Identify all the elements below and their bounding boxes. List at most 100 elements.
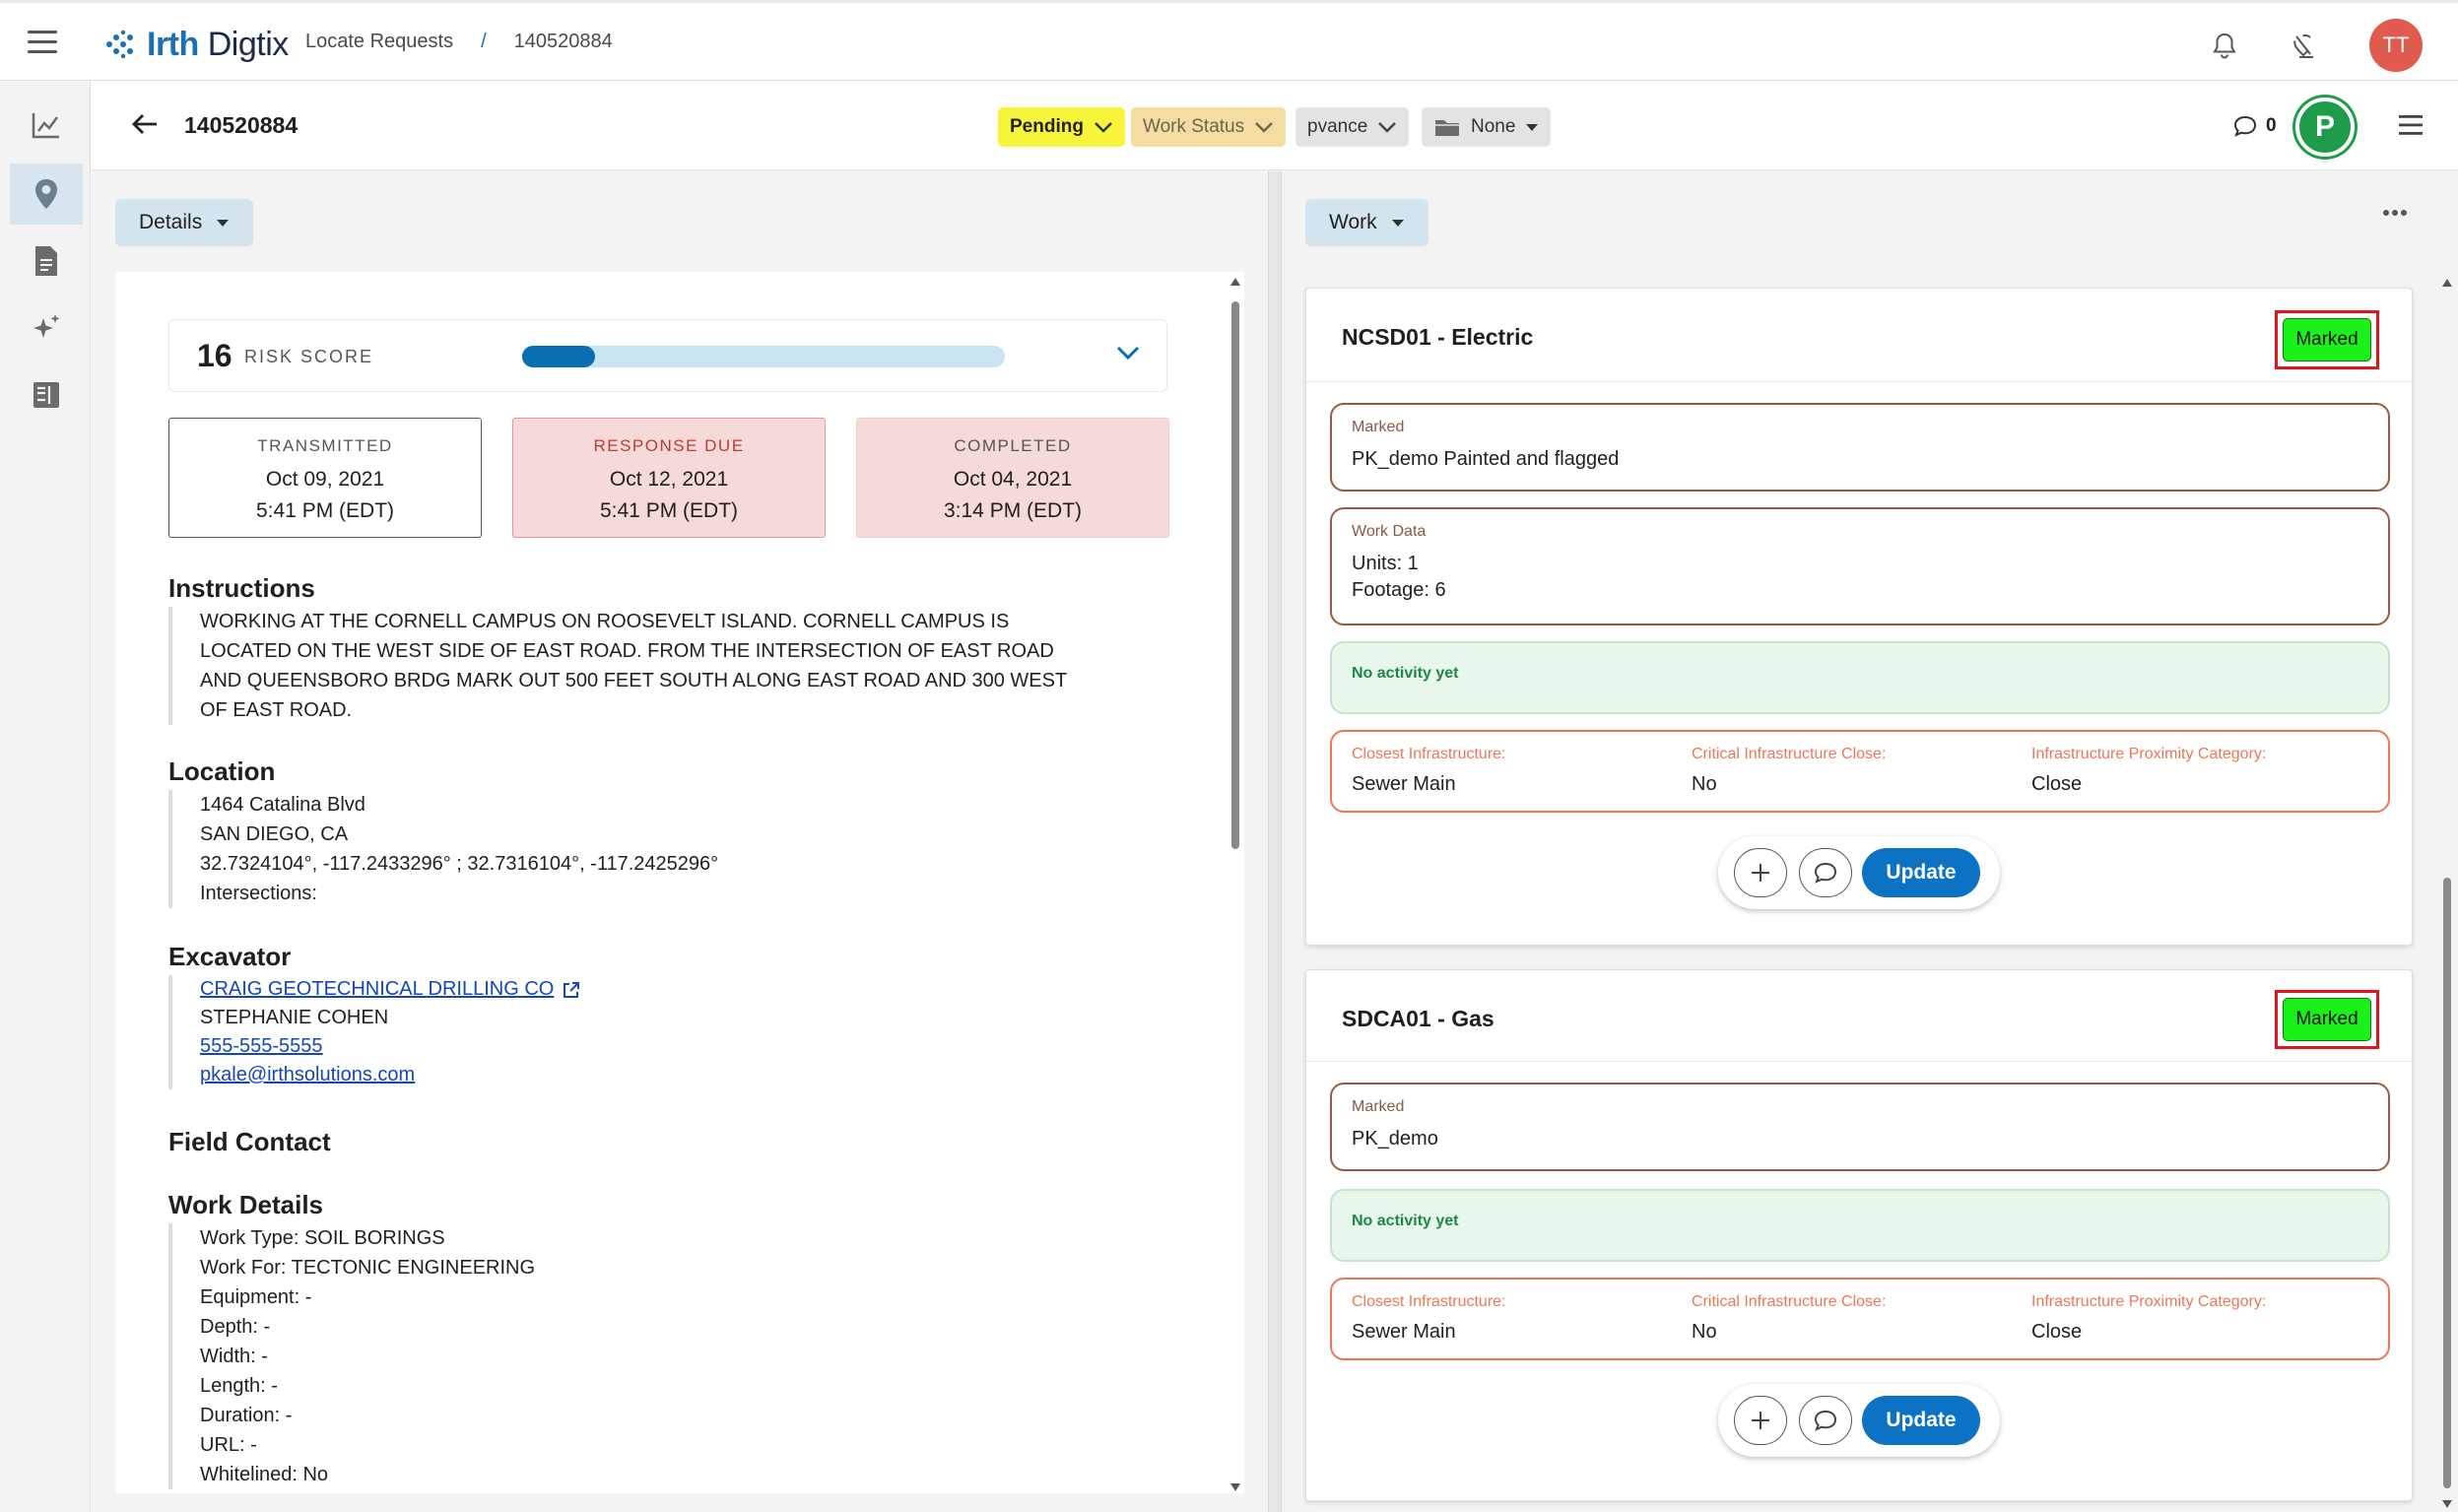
assignee-dropdown[interactable]: pvance	[1295, 107, 1410, 147]
work-dropdown[interactable]: Work	[1305, 199, 1428, 246]
work-detail-line: Duration: -	[200, 1405, 293, 1426]
time-value: 5:41 PM (EDT)	[599, 499, 739, 522]
back-arrow-icon[interactable]	[131, 111, 159, 137]
breadcrumb: Locate Requests / 140520884	[305, 31, 613, 53]
menu-icon[interactable]	[2399, 113, 2425, 137]
excavator-contact-name: STEPHANIE COHEN	[200, 1007, 389, 1028]
work-status-label: Work Status	[1143, 116, 1245, 137]
ticket-header: 140520884 Pending Work Status pvance Non…	[92, 82, 2458, 170]
location-off-icon[interactable]	[2289, 31, 2318, 60]
update-button[interactable]: Update	[1862, 1396, 1980, 1445]
avatar[interactable]: TT	[2369, 19, 2423, 72]
logo-mark-icon	[103, 30, 137, 59]
marked-status-button[interactable]: Marked	[2283, 318, 2371, 362]
sparkle-icon	[31, 312, 62, 344]
folder-label: None	[1471, 116, 1516, 137]
comment-button[interactable]	[1799, 848, 1852, 897]
time-value: 3:14 PM (EDT)	[943, 499, 1083, 522]
work-details-heading: Work Details	[168, 1190, 324, 1219]
comment-button[interactable]	[1799, 1396, 1852, 1445]
priority-badge[interactable]: P	[2295, 98, 2355, 157]
brand-logo[interactable]: Irth Digtix	[103, 25, 289, 64]
comments-button[interactable]: 0	[2232, 114, 2277, 138]
top-bar: Irth Digtix Locate Requests / 140520884 …	[0, 0, 2458, 81]
instruction-line: OF EAST ROAD.	[200, 699, 353, 721]
card-actions: Update	[1718, 1384, 2000, 1457]
chart-icon	[32, 111, 61, 139]
instructions-heading: Instructions	[168, 573, 315, 603]
location-heading: Location	[168, 756, 276, 786]
add-button[interactable]	[1734, 848, 1787, 897]
documents-nav[interactable]	[10, 230, 83, 292]
excavator-phone-link[interactable]: 555-555-5555	[200, 1035, 323, 1057]
infra-value: Sewer Main	[1352, 773, 1456, 795]
map-pin-icon	[32, 177, 61, 211]
infra-value: Sewer Main	[1352, 1321, 1456, 1343]
comment-icon	[2232, 114, 2258, 138]
work-status-dropdown[interactable]: Work Status	[1131, 107, 1287, 147]
more-options-icon[interactable]	[2383, 209, 2407, 217]
work-detail-line: Equipment: -	[200, 1286, 312, 1308]
infra-label: Closest Infrastructure:	[1352, 1293, 1506, 1310]
assignee-label: pvance	[1307, 116, 1368, 137]
external-link-icon[interactable]	[562, 980, 581, 1000]
plus-icon	[1750, 862, 1771, 884]
status-dropdown[interactable]: Pending	[998, 107, 1125, 147]
add-button[interactable]	[1734, 1396, 1787, 1445]
date-label: COMPLETED	[954, 436, 1072, 455]
work-dropdown-label: Work	[1329, 211, 1377, 233]
infra-value: Close	[2031, 1321, 2083, 1343]
date-label: TRANSMITTED	[257, 436, 393, 455]
analytics-nav[interactable]	[10, 95, 83, 156]
excavator-company-link[interactable]: CRAIG GEOTECHNICAL DRILLING CO	[200, 978, 555, 1000]
dashboard-nav[interactable]	[10, 364, 83, 426]
folder-icon	[1433, 116, 1461, 138]
bell-icon[interactable]	[2212, 32, 2237, 59]
work-detail-line: Whitelined: No	[200, 1464, 329, 1485]
date-value: Oct 04, 2021	[953, 468, 1073, 491]
comment-count: 0	[2266, 115, 2277, 136]
details-card: 16 RISK SCORE TRANSMITTED Oct 09, 2021 5…	[115, 272, 1244, 1493]
breadcrumb-locate-requests[interactable]: Locate Requests	[305, 31, 454, 52]
risk-score-bar	[522, 346, 1005, 367]
work-details-body: Work Type: SOIL BORINGS Work For: TECTON…	[168, 1223, 535, 1489]
locate-requests-nav[interactable]	[10, 164, 83, 225]
pane-divider[interactable]	[1268, 171, 1282, 1512]
details-dropdown-label: Details	[139, 211, 203, 233]
instruction-line: LOCATED ON THE WEST SIDE OF EAST ROAD. F…	[200, 640, 1054, 662]
expand-chevron-icon[interactable]	[1115, 344, 1141, 362]
excavator-email-link[interactable]: pkale@irthsolutions.com	[200, 1064, 416, 1085]
details-scrollbar[interactable]	[1227, 274, 1244, 1495]
work-scrollbar[interactable]	[2438, 275, 2456, 1512]
folder-dropdown[interactable]: None	[1422, 107, 1552, 147]
work-detail-line: Depth: -	[200, 1316, 271, 1338]
infra-label: Infrastructure Proximity Category:	[2031, 746, 2267, 762]
chevron-down-icon	[1094, 120, 1113, 134]
comment-icon	[1813, 861, 1838, 885]
chevron-down-icon	[1254, 120, 1274, 134]
details-pane: Details 16 RISK SCORE TRANSMITTED Oct 09…	[92, 171, 1268, 1512]
work-card-title: SDCA01 - Gas	[1342, 1006, 1495, 1031]
details-dropdown[interactable]: Details	[115, 199, 254, 246]
marked-caption: Marked	[1352, 1098, 1405, 1115]
main-menu-icon[interactable]	[28, 29, 61, 56]
activity-text: No activity yet	[1352, 1213, 1459, 1229]
infra-label: Critical Infrastructure Close:	[1692, 1293, 1887, 1310]
ai-nav[interactable]	[10, 297, 83, 359]
marked-status-highlight: Marked	[2275, 990, 2379, 1049]
chevron-down-icon	[1377, 120, 1397, 134]
work-detail-line: Work Type: SOIL BORINGS	[200, 1227, 445, 1249]
risk-score-bar-fill	[522, 346, 595, 367]
risk-score-label: RISK SCORE	[244, 347, 374, 366]
plus-icon	[1750, 1410, 1771, 1431]
field-contact-heading: Field Contact	[168, 1127, 331, 1156]
activity-box: No activity yet	[1330, 1189, 2390, 1262]
work-data-box: Work Data Units: 1 Footage: 6	[1330, 507, 2390, 625]
marked-status-button[interactable]: Marked	[2283, 998, 2371, 1041]
left-nav-rail	[0, 81, 91, 1512]
card-divider	[1306, 1061, 2412, 1062]
update-button[interactable]: Update	[1862, 848, 1980, 897]
marked-value: PK_demo Painted and flagged	[1352, 448, 1620, 470]
work-detail-line: Length: -	[200, 1375, 278, 1397]
completed-date-box: COMPLETED Oct 04, 2021 3:14 PM (EDT)	[856, 418, 1169, 538]
